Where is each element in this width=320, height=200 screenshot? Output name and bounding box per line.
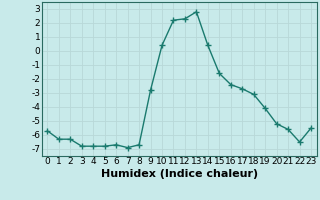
X-axis label: Humidex (Indice chaleur): Humidex (Indice chaleur) [100,169,258,179]
